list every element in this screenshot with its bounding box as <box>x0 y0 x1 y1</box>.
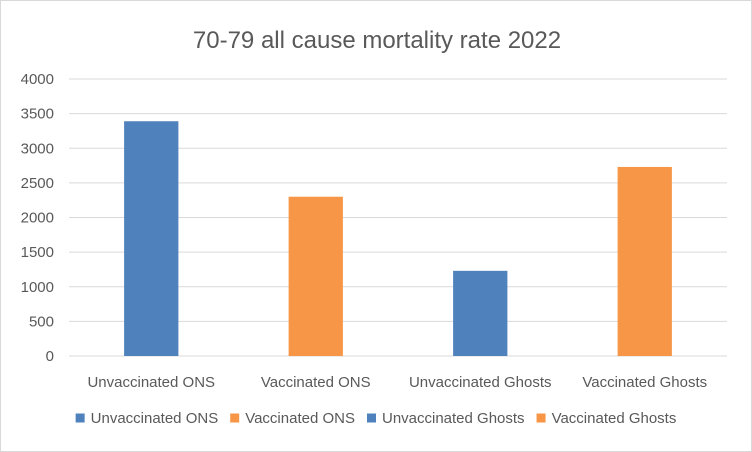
chart-title: 70-79 all cause mortality rate 2022 <box>193 27 561 54</box>
x-axis-categories: Unvaccinated ONS Vaccinated ONS Unvaccinat… <box>87 374 707 391</box>
legend-entry-label: Unvaccinated Ghosts <box>382 410 525 427</box>
gridlines <box>69 78 727 357</box>
y-tick-label: 500 <box>29 313 54 330</box>
legend: Unvaccinated ONS Vaccinated ONS Unvaccinat… <box>75 410 677 427</box>
x-category-label: Vaccinated Ghosts <box>582 374 707 391</box>
legend-swatch <box>75 413 85 423</box>
legend-swatch <box>536 413 546 423</box>
y-tick-label: 3500 <box>21 106 54 123</box>
legend-entry-label: Vaccinated Ghosts <box>552 410 677 427</box>
y-axis-ticks: 0 500 1000 1500 2000 2500 3000 3500 4000 <box>21 71 54 365</box>
y-tick-label: 0 <box>46 348 54 365</box>
bar-unvaccinated-ons <box>124 121 179 357</box>
bar-vaccinated-ghosts <box>617 166 672 356</box>
y-tick-label: 1000 <box>21 279 54 296</box>
y-tick-label: 4000 <box>21 71 54 88</box>
x-category-label: Unvaccinated Ghosts <box>409 374 552 391</box>
bar-unvaccinated-ghosts <box>453 270 508 356</box>
bars <box>124 121 672 357</box>
legend-swatch <box>230 413 240 423</box>
legend-entry-label: Vaccinated ONS <box>245 410 355 427</box>
y-tick-label: 2500 <box>21 175 54 192</box>
bar-vaccinated-ons <box>288 196 343 356</box>
x-category-label: Unvaccinated ONS <box>87 374 215 391</box>
y-tick-label: 2000 <box>21 210 54 227</box>
y-tick-label: 3000 <box>21 140 54 157</box>
x-category-label: Vaccinated ONS <box>261 374 371 391</box>
y-tick-label: 1500 <box>21 244 54 261</box>
legend-swatch <box>366 413 376 423</box>
legend-entry-label: Unvaccinated ONS <box>91 410 219 427</box>
